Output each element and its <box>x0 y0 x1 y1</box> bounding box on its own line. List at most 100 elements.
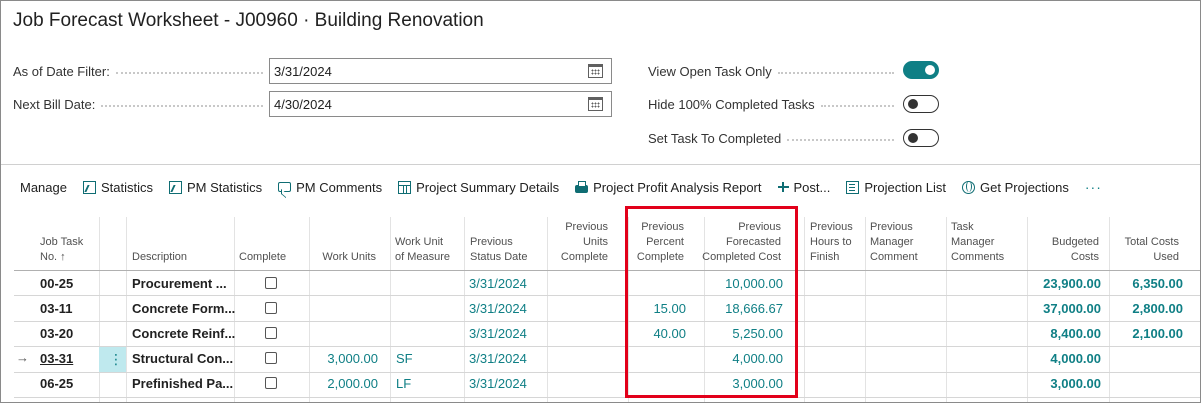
cell-task-no[interactable]: 00-25 <box>40 276 74 291</box>
cell-task-no[interactable]: 03-31 <box>40 351 74 366</box>
chart-icon <box>169 180 182 194</box>
header-line: Completed Cost <box>702 251 781 263</box>
pm-comments-button[interactable]: PM Comments <box>278 180 382 195</box>
column-divider <box>126 217 127 402</box>
profit-report-button[interactable]: Project Profit Analysis Report <box>575 179 762 195</box>
header-line: Hours to <box>810 236 852 248</box>
cell-status-date[interactable]: 3/31/2024 <box>469 376 527 391</box>
cell-task-no[interactable]: 03-11 <box>40 301 73 316</box>
set-task-completed-toggle[interactable] <box>903 129 939 147</box>
cell-percent-complete[interactable]: 15.00 <box>653 301 686 316</box>
header-line: Previous <box>641 221 684 233</box>
highlight-box <box>625 206 798 398</box>
complete-checkbox[interactable] <box>265 277 277 289</box>
col-header-prev-units-complete[interactable]: Previous Units Complete <box>549 220 608 265</box>
cell-budgeted-costs[interactable]: 8,400.00 <box>1050 326 1101 341</box>
cell-budgeted-costs[interactable]: 3,000.00 <box>1050 376 1101 391</box>
view-open-task-toggle[interactable] <box>903 61 939 79</box>
cell-task-no[interactable]: 06-25 <box>40 376 74 391</box>
get-projections-button[interactable]: Get Projections <box>962 180 1069 195</box>
cell-status-date[interactable]: 3/31/2024 <box>469 326 527 341</box>
cell-budgeted-costs[interactable]: 4,000.00 <box>1050 351 1101 366</box>
post-icon <box>777 181 789 194</box>
col-header-total-costs-used[interactable]: Total Costs Used <box>1111 235 1179 265</box>
complete-checkbox[interactable] <box>265 377 277 389</box>
cell-forecasted-cost[interactable]: 4,000.00 <box>732 351 783 366</box>
cell-budgeted-costs[interactable]: 37,000.00 <box>1043 301 1101 316</box>
cell-total-costs-used[interactable]: 6,350.00 <box>1132 276 1183 291</box>
next-bill-date-label: Next Bill Date: <box>13 96 96 112</box>
column-divider <box>99 217 100 402</box>
complete-checkbox[interactable] <box>265 302 277 314</box>
cell-unit-of-measure[interactable]: LF <box>396 376 412 391</box>
project-summary-label: Project Summary Details <box>416 179 560 195</box>
col-header-budgeted-costs[interactable]: Budgeted Costs <box>1031 235 1099 265</box>
col-header-job-task-no[interactable]: Job Task No. ↑ <box>40 235 83 265</box>
hide-completed-toggle[interactable] <box>903 95 939 113</box>
column-divider <box>865 217 866 402</box>
row-divider <box>14 321 1200 322</box>
col-header-description[interactable]: Description <box>132 250 187 265</box>
cell-forecasted-cost[interactable]: 5,250.00 <box>732 326 783 341</box>
cell-description[interactable]: Structural Con... <box>132 351 234 366</box>
col-header-prev-hours-finish[interactable]: Previous Hours to Finish <box>810 220 853 265</box>
column-divider <box>234 217 235 402</box>
header-line: Previous <box>810 221 853 233</box>
calendar-icon[interactable] <box>588 97 603 111</box>
cell-status-date[interactable]: 3/31/2024 <box>469 301 527 316</box>
column-divider <box>1109 217 1110 402</box>
divider <box>1 164 1200 165</box>
cell-total-costs-used[interactable]: 2,100.00 <box>1132 326 1183 341</box>
toggle-knob <box>925 64 935 75</box>
col-header-prev-forecasted-cost[interactable]: Previous Forecasted Completed Cost <box>701 220 781 265</box>
row-divider <box>14 372 1200 373</box>
cell-forecasted-cost[interactable]: 18,666.67 <box>725 301 783 316</box>
as-of-date-label: As of Date Filter: <box>13 63 110 79</box>
projection-list-button[interactable]: Projection List <box>846 180 946 195</box>
cell-budgeted-costs[interactable]: 23,900.00 <box>1043 276 1101 291</box>
col-header-work-units[interactable]: Work Units <box>311 250 376 265</box>
dotted-leader <box>777 72 894 74</box>
complete-checkbox[interactable] <box>265 327 277 339</box>
next-bill-date-value: 4/30/2024 <box>274 97 332 112</box>
col-header-task-manager-comments[interactable]: Task Manager Comments <box>951 220 1004 265</box>
more-options-button[interactable]: ··· <box>1084 179 1102 195</box>
post-button[interactable]: Post... <box>777 180 830 195</box>
col-header-complete[interactable]: Complete <box>239 250 286 265</box>
cell-status-date[interactable]: 3/31/2024 <box>469 351 527 366</box>
col-header-prev-status-date[interactable]: Previous Status Date <box>470 235 527 265</box>
as-of-date-input[interactable]: 3/31/2024 <box>269 58 612 84</box>
header-line: No. ↑ <box>40 251 66 263</box>
cell-work-units[interactable]: 2,000.00 <box>327 376 378 391</box>
cell-forecasted-cost[interactable]: 10,000.00 <box>725 276 783 291</box>
cell-work-units[interactable]: 3,000.00 <box>327 351 378 366</box>
cell-description[interactable]: Concrete Form... <box>132 301 236 316</box>
cell-description[interactable]: Concrete Reinf... <box>132 326 236 341</box>
pm-statistics-button[interactable]: PM Statistics <box>169 180 262 195</box>
manage-button[interactable]: Manage <box>20 180 67 195</box>
project-summary-button[interactable]: Project Summary Details <box>398 180 559 195</box>
complete-checkbox[interactable] <box>265 352 277 364</box>
cell-total-costs-used[interactable]: 2,800.00 <box>1132 301 1183 316</box>
cell-description[interactable]: Prefinished Pa... <box>132 376 234 391</box>
col-header-work-unit-measure[interactable]: Work Unit of Measure <box>395 235 450 265</box>
statistics-button[interactable]: Statistics <box>82 180 153 195</box>
calendar-icon[interactable] <box>588 64 603 78</box>
cell-forecasted-cost[interactable]: 3,000.00 <box>732 376 783 391</box>
cell-task-no[interactable]: 03-20 <box>40 326 74 341</box>
cell-unit-of-measure[interactable]: SF <box>396 351 413 366</box>
view-open-task-row: View Open Task Only <box>648 58 900 84</box>
cell-description[interactable]: Procurement ... <box>132 276 227 291</box>
cell-percent-complete[interactable]: 40.00 <box>653 326 686 341</box>
chart-icon <box>82 180 96 194</box>
header-line: Used <box>1153 251 1179 263</box>
hide-completed-row: Hide 100% Completed Tasks <box>648 91 900 117</box>
pm-statistics-label: PM Statistics <box>187 179 263 195</box>
row-menu-icon[interactable]: ⋮ <box>109 351 123 367</box>
col-header-prev-percent-complete[interactable]: Previous Percent Complete <box>630 220 684 265</box>
col-header-prev-manager-comment[interactable]: Previous Manager Comment <box>870 220 918 265</box>
profit-report-label: Project Profit Analysis Report <box>593 179 762 195</box>
column-divider <box>464 217 465 402</box>
cell-status-date[interactable]: 3/31/2024 <box>469 276 527 291</box>
next-bill-date-input[interactable]: 4/30/2024 <box>269 91 612 117</box>
